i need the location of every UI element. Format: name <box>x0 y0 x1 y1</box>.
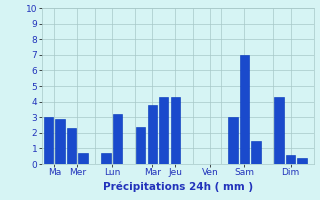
Bar <box>113 114 122 164</box>
Bar <box>148 105 157 164</box>
Bar <box>78 153 88 164</box>
Bar <box>136 127 146 164</box>
Bar <box>251 141 261 164</box>
Bar <box>67 128 76 164</box>
Bar <box>274 97 284 164</box>
Bar <box>101 153 111 164</box>
Bar <box>286 155 295 164</box>
Bar <box>55 119 65 164</box>
Bar <box>171 97 180 164</box>
Bar <box>228 117 238 164</box>
Bar <box>240 55 249 164</box>
Bar <box>297 158 307 164</box>
Bar <box>159 97 169 164</box>
X-axis label: Précipitations 24h ( mm ): Précipitations 24h ( mm ) <box>102 181 253 192</box>
Bar <box>44 117 53 164</box>
